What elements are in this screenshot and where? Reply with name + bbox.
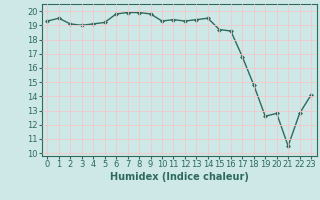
X-axis label: Humidex (Indice chaleur): Humidex (Indice chaleur)	[110, 172, 249, 182]
